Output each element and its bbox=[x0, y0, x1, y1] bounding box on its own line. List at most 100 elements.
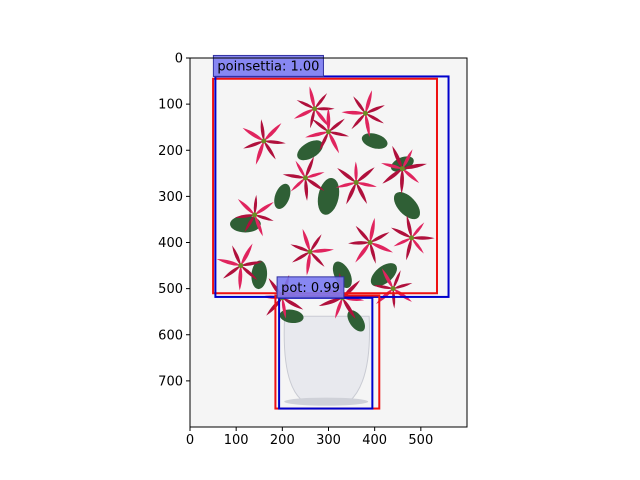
bract bbox=[390, 227, 412, 238]
x-tick-label: 200 bbox=[270, 433, 295, 448]
x-tick-label: 0 bbox=[186, 433, 194, 448]
poinsettia-bloom bbox=[335, 161, 377, 205]
bract bbox=[373, 285, 394, 290]
bract bbox=[356, 167, 375, 183]
y-tick-label: 500 bbox=[158, 282, 183, 297]
bract bbox=[263, 141, 276, 160]
y-tick-label: 100 bbox=[158, 98, 183, 113]
bract bbox=[304, 177, 309, 201]
bract bbox=[353, 96, 366, 114]
bract bbox=[238, 265, 243, 291]
bract bbox=[328, 118, 345, 132]
bract bbox=[402, 168, 420, 183]
bract bbox=[393, 288, 412, 302]
bract bbox=[310, 251, 325, 267]
bract bbox=[293, 108, 315, 119]
bract bbox=[356, 182, 377, 187]
y-tick-label: 0 bbox=[175, 52, 183, 67]
bract bbox=[232, 245, 241, 266]
bloom-center bbox=[362, 110, 368, 116]
bract bbox=[356, 182, 368, 204]
bract bbox=[370, 242, 393, 253]
bract bbox=[318, 297, 343, 307]
bract bbox=[406, 215, 412, 238]
bract bbox=[305, 156, 314, 178]
bract bbox=[411, 222, 425, 238]
bract bbox=[319, 131, 329, 151]
bract bbox=[314, 93, 328, 109]
y-tick-label: 600 bbox=[158, 328, 183, 343]
pot bbox=[283, 315, 371, 406]
poinsettia-bloom bbox=[290, 228, 334, 276]
x-tick-label: 500 bbox=[408, 433, 433, 448]
bract bbox=[326, 107, 331, 132]
leaf bbox=[297, 140, 323, 161]
bract bbox=[335, 182, 357, 188]
bract bbox=[365, 90, 372, 114]
bract bbox=[290, 177, 306, 192]
bract bbox=[335, 297, 343, 319]
bract bbox=[292, 251, 311, 263]
bract bbox=[348, 241, 371, 245]
detection-label: poinsettia: 1.00 bbox=[217, 59, 319, 74]
bract bbox=[223, 265, 241, 279]
bract bbox=[341, 110, 366, 115]
bloom-center bbox=[353, 180, 359, 186]
leaf bbox=[370, 263, 397, 287]
bract bbox=[302, 228, 311, 252]
bract bbox=[400, 168, 404, 194]
bract bbox=[365, 105, 385, 114]
bloom-center bbox=[390, 286, 396, 292]
bract bbox=[281, 297, 286, 319]
bract bbox=[369, 217, 375, 243]
bract bbox=[402, 163, 427, 170]
leaf bbox=[251, 260, 268, 290]
bloom-center bbox=[312, 106, 318, 112]
leaf bbox=[274, 183, 291, 210]
bract bbox=[255, 141, 264, 165]
bract bbox=[328, 131, 350, 137]
poinsettia-bloom bbox=[390, 215, 435, 261]
poinsettia-bloom bbox=[293, 86, 335, 129]
bloom-center bbox=[367, 240, 373, 245]
y-axis-ticks: 0 100 200 300 400 500 600 700 bbox=[158, 52, 190, 389]
bract bbox=[381, 163, 403, 169]
bract bbox=[393, 283, 413, 289]
bract bbox=[260, 119, 265, 142]
bract bbox=[402, 149, 413, 169]
bract bbox=[306, 251, 311, 276]
bract bbox=[305, 172, 325, 178]
bract bbox=[240, 243, 253, 266]
poinsettia-bloom bbox=[341, 90, 385, 137]
bract bbox=[365, 113, 384, 124]
bract bbox=[310, 248, 334, 253]
bract bbox=[354, 161, 358, 183]
bract bbox=[370, 232, 390, 243]
leaf bbox=[347, 310, 365, 332]
y-tick-label: 700 bbox=[158, 374, 183, 389]
y-tick-label: 200 bbox=[158, 144, 183, 159]
bract bbox=[314, 108, 329, 127]
bract bbox=[381, 268, 394, 289]
bloom-center bbox=[252, 212, 258, 218]
poinsettia-bloom bbox=[381, 145, 427, 194]
pot-base bbox=[284, 397, 369, 406]
leaf bbox=[393, 192, 421, 220]
bract bbox=[263, 123, 282, 142]
x-axis-ticks: 0 100 200 300 400 500 bbox=[186, 427, 433, 448]
bract bbox=[242, 127, 264, 142]
bract bbox=[314, 107, 335, 111]
bract bbox=[382, 168, 403, 184]
bounding-boxes: poinsettia: 1.00 pot: 0.99 bbox=[212, 54, 450, 410]
leaf bbox=[317, 177, 340, 215]
bract bbox=[237, 199, 255, 215]
bract bbox=[311, 118, 329, 132]
bract bbox=[328, 131, 340, 154]
bloom-center bbox=[399, 166, 405, 172]
bract bbox=[254, 214, 263, 237]
bract bbox=[310, 108, 315, 129]
bract bbox=[296, 100, 315, 109]
detection-label: pot: 0.99 bbox=[281, 281, 340, 296]
bract bbox=[240, 261, 263, 266]
poinsettia-bloom bbox=[282, 156, 325, 201]
